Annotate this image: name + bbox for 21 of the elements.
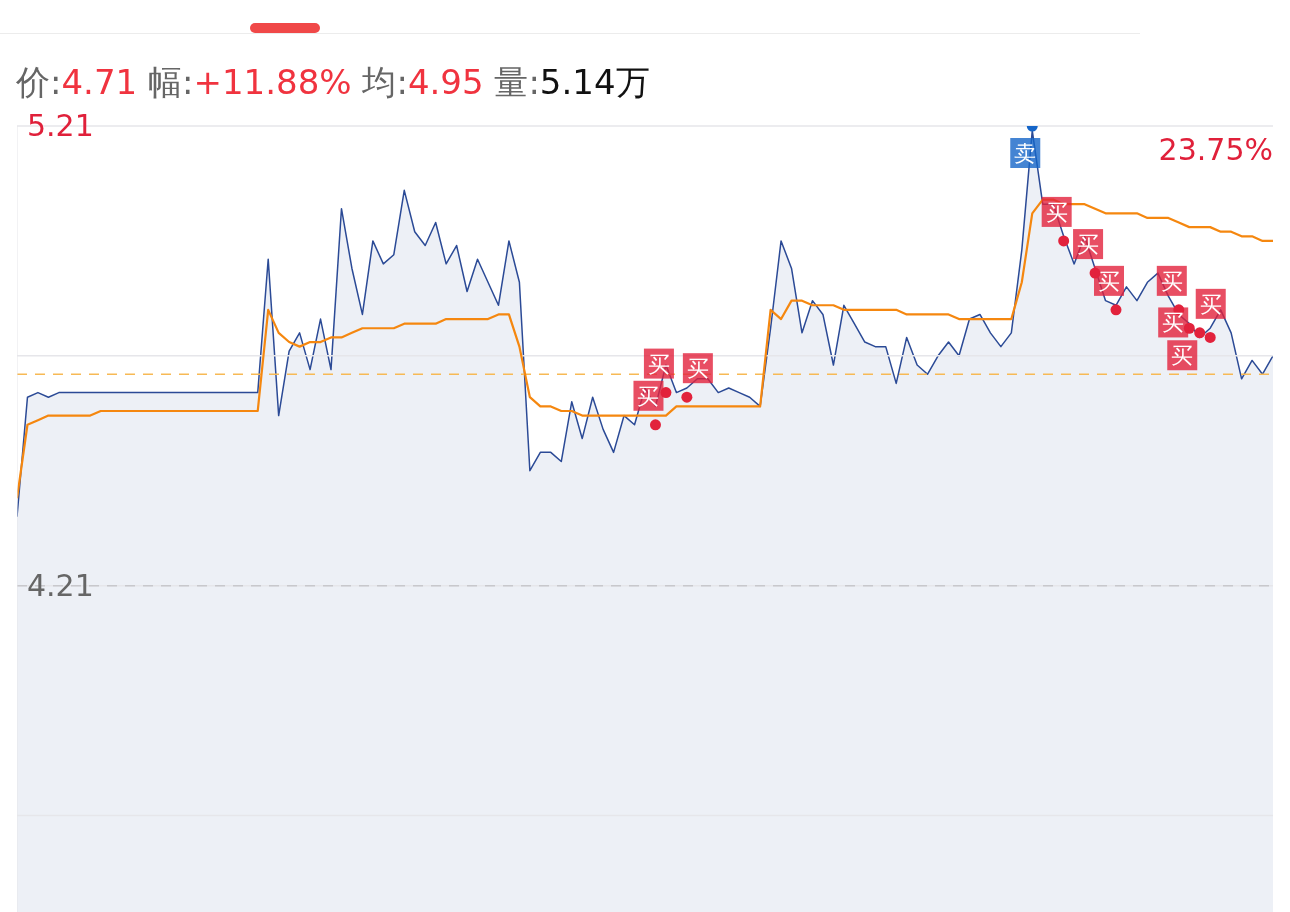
point [1058, 235, 1070, 247]
data-label: 买 [686, 356, 709, 382]
point [681, 391, 693, 403]
data-label: 买 [1160, 268, 1183, 294]
point [1194, 327, 1206, 339]
point [649, 419, 661, 431]
data-label: 卖 [1014, 141, 1037, 166]
data-label: 买 [1045, 199, 1068, 225]
data-label: 买 [1162, 310, 1185, 336]
data-label: 买 [1077, 232, 1100, 258]
data-label: 买 [1199, 291, 1222, 317]
data-label: 买 [1098, 268, 1120, 294]
data-label: 买 [1171, 343, 1194, 369]
chart-title: 价:4.71 幅:+11.88% 均:4.95 量:5.14万 [16, 62, 650, 102]
point [1204, 331, 1216, 343]
annotation: 23.75% [1158, 132, 1273, 167]
data-label: 买 [637, 383, 660, 409]
data-label: 买 [647, 351, 670, 377]
y-tick-label: 5.21 [27, 108, 94, 143]
point [1110, 304, 1122, 316]
y-tick-label: 4.21 [27, 567, 94, 603]
